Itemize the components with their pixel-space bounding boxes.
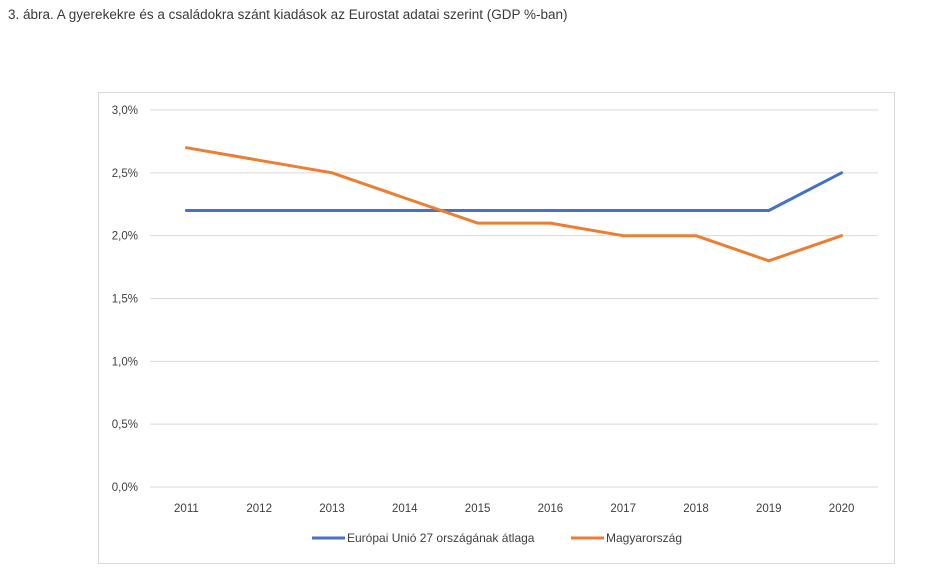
chart-frame [98,92,895,564]
x-tick-label: 2019 [756,503,782,515]
legend: Európai Unió 27 országának átlaga Magyaro… [312,531,682,545]
x-tick-label: 2012 [246,503,272,515]
x-tick-label: 2014 [392,503,418,515]
x-tick-label: 2020 [829,503,855,515]
figure-caption: 3. ábra. A gyerekekre és a családokra sz… [8,7,568,22]
x-tick-label: 2017 [610,503,636,515]
y-tick-label: 2,5% [112,168,138,180]
legend-label: Magyarország [606,531,682,545]
y-tick-label: 1,0% [112,356,138,368]
x-tick-label: 2013 [319,503,345,515]
x-tick-label: 2011 [174,503,199,515]
x-tick-label: 2016 [538,503,564,515]
legend-label: Európai Unió 27 országának átlaga [347,531,535,545]
grid-lines [150,109,878,488]
x-axis-ticks: 2011 2012 2013 2014 2015 2016 2017 2018 2019 2020 [174,503,854,515]
y-tick-label: 3,0% [112,105,138,117]
series-line-eu-average [184,171,844,212]
x-tick-label: 2015 [465,503,491,515]
y-tick-label: 1,5% [112,294,138,306]
series-lines [184,146,844,263]
y-axis-ticks: 0,0% 0,5% 1,0% 1,5% 2,0% 2,5% 3,0% [112,105,138,494]
y-tick-label: 0,5% [112,419,138,431]
x-tick-label: 2018 [683,503,709,515]
y-tick-label: 0,0% [112,482,138,494]
y-tick-label: 2,0% [112,231,138,243]
series-line-hungary [184,146,844,263]
